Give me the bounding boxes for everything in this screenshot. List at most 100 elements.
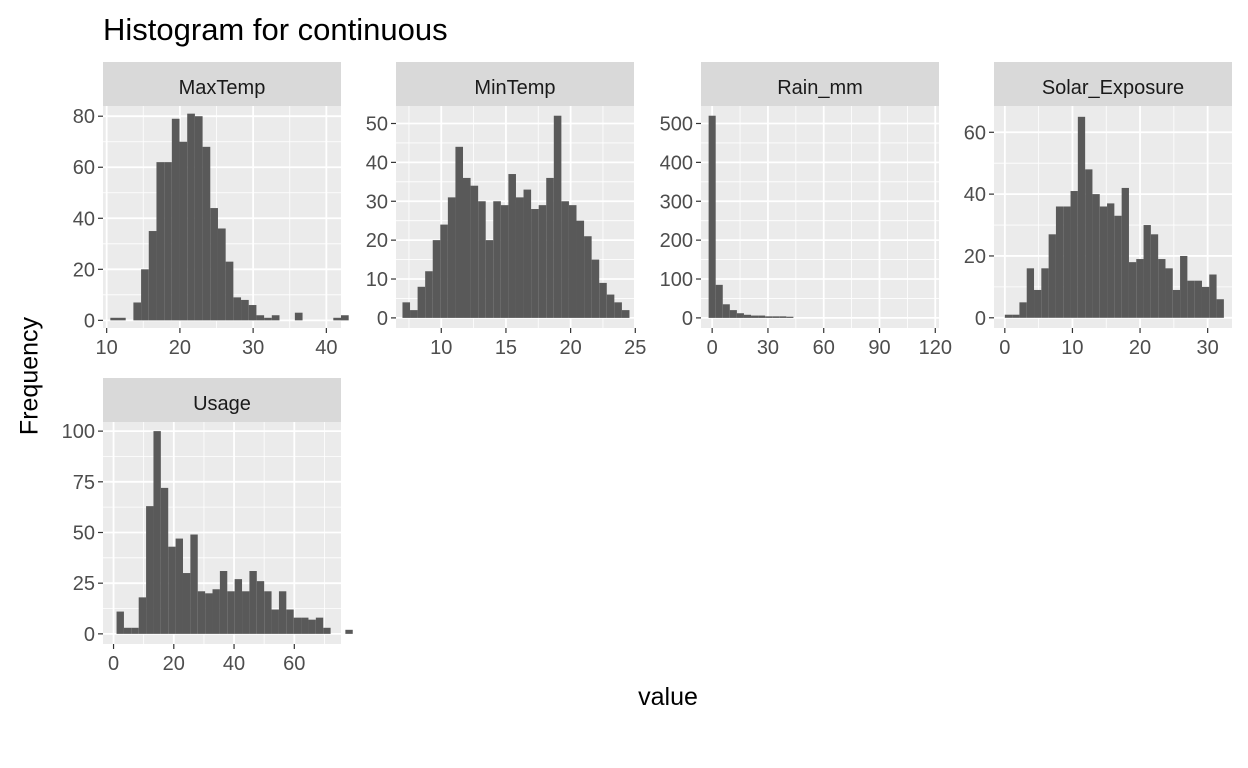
histogram-bar bbox=[1019, 302, 1027, 318]
facet-strip-label: MinTemp bbox=[474, 77, 555, 99]
histogram-bar bbox=[736, 313, 744, 318]
y-tick-label: 500 bbox=[660, 113, 693, 135]
y-tick-label: 60 bbox=[964, 122, 986, 144]
x-axis-title: value bbox=[638, 683, 698, 711]
y-tick-label: 20 bbox=[73, 259, 95, 281]
histogram-bar bbox=[599, 282, 607, 318]
histogram-bar bbox=[1114, 215, 1122, 318]
histogram-bar bbox=[478, 201, 486, 318]
histogram-bar bbox=[160, 487, 169, 634]
histogram-bar bbox=[1187, 280, 1195, 318]
histogram-bar bbox=[278, 591, 287, 634]
facet-panel-maxtemp: MaxTemp 10 20 30 40 0 20 40 60 80 bbox=[73, 62, 349, 359]
y-tick-label: 300 bbox=[660, 191, 693, 213]
histogram-bar bbox=[751, 315, 759, 318]
facet-panel-mintemp: MinTemp 10 15 20 25 0 10 20 30 40 50 bbox=[366, 62, 646, 359]
y-tick-label: 75 bbox=[73, 472, 95, 494]
x-tick-label: 0 bbox=[999, 337, 1010, 359]
facet-strip bbox=[103, 62, 341, 106]
histogram-bar bbox=[131, 627, 139, 634]
histogram-bar bbox=[425, 271, 433, 318]
histogram-bar bbox=[1063, 206, 1071, 318]
histogram-bar bbox=[225, 261, 234, 321]
histogram-bar bbox=[271, 609, 279, 634]
y-tick-label: 50 bbox=[73, 522, 95, 544]
x-tick-label: 20 bbox=[163, 653, 185, 675]
x-tick-label: 40 bbox=[315, 337, 337, 359]
histogram-bar bbox=[591, 259, 600, 318]
histogram-bar bbox=[606, 294, 615, 318]
x-tick-label: 15 bbox=[495, 337, 517, 359]
histogram-bar bbox=[315, 617, 324, 634]
histogram-bar bbox=[765, 316, 773, 318]
x-tick-label: 10 bbox=[1061, 337, 1083, 359]
histogram-bar bbox=[141, 269, 149, 321]
x-tick-label: 10 bbox=[96, 337, 118, 359]
histogram-bar bbox=[1121, 187, 1129, 318]
facet-panel-rain-mm: Rain_mm 0 30 60 90 120 0 100 200 300 400 500 bbox=[660, 62, 952, 359]
histogram-bar bbox=[1055, 206, 1064, 318]
histogram-bar bbox=[1070, 191, 1078, 318]
histogram-bar bbox=[523, 189, 532, 318]
histogram-bar bbox=[1077, 116, 1086, 318]
histogram-bar bbox=[1085, 169, 1093, 318]
y-tick-label: 0 bbox=[682, 308, 693, 330]
histogram-bar bbox=[432, 240, 441, 318]
histogram-bar bbox=[614, 302, 622, 318]
histogram-bar bbox=[333, 317, 341, 321]
histogram-bar bbox=[110, 317, 119, 321]
histogram-bar bbox=[153, 431, 161, 634]
histogram-bar bbox=[175, 538, 183, 634]
histogram-bar bbox=[210, 208, 218, 321]
histogram-bar bbox=[546, 177, 554, 318]
histogram-bar bbox=[205, 593, 213, 634]
x-tick-label: 30 bbox=[1197, 337, 1219, 359]
histogram-bar bbox=[171, 118, 180, 321]
x-tick-label: 20 bbox=[559, 337, 581, 359]
histogram-bar bbox=[531, 209, 539, 318]
histogram-bar bbox=[729, 310, 737, 318]
histogram-bar bbox=[463, 177, 471, 318]
facet-strip-label: Rain_mm bbox=[777, 77, 863, 99]
histogram-bar bbox=[440, 224, 448, 318]
y-tick-label: 200 bbox=[660, 230, 693, 252]
x-tick-label: 20 bbox=[169, 337, 191, 359]
panel-background bbox=[701, 106, 939, 328]
histogram-bar bbox=[234, 579, 243, 634]
histogram-bar bbox=[1004, 314, 1013, 318]
histogram-bar bbox=[294, 312, 303, 321]
histogram-bar bbox=[217, 228, 226, 321]
histogram-bar bbox=[264, 591, 272, 634]
y-tick-label: 20 bbox=[964, 246, 986, 268]
histogram-bar bbox=[1099, 206, 1108, 318]
y-tick-label: 40 bbox=[964, 184, 986, 206]
histogram-bar bbox=[286, 609, 294, 634]
histogram-bar bbox=[1172, 289, 1181, 318]
x-tick-label: 40 bbox=[223, 653, 245, 675]
y-tick-label: 0 bbox=[84, 624, 95, 646]
histogram-bar bbox=[722, 304, 730, 318]
histogram-bar bbox=[133, 302, 142, 321]
histogram-bar bbox=[500, 205, 509, 318]
histogram-bar bbox=[256, 315, 265, 321]
histogram-bar bbox=[256, 581, 265, 634]
histogram-bar bbox=[447, 197, 456, 318]
histogram-bar bbox=[772, 316, 780, 318]
histogram-bar bbox=[417, 286, 426, 318]
histogram-bar bbox=[1143, 225, 1151, 318]
y-tick-label: 400 bbox=[660, 152, 693, 174]
histogram-bar bbox=[708, 115, 716, 318]
histogram-bar bbox=[123, 627, 132, 634]
histogram-bar bbox=[568, 205, 577, 318]
x-tick-label: 30 bbox=[757, 337, 779, 359]
histogram-bar bbox=[493, 201, 501, 318]
histogram-bar bbox=[190, 534, 198, 634]
histogram-bar bbox=[164, 162, 172, 321]
histogram-bar bbox=[1092, 194, 1100, 318]
histogram-bar bbox=[786, 316, 794, 318]
facet-strip bbox=[103, 378, 341, 422]
x-tick-label: 60 bbox=[813, 337, 835, 359]
histogram-bar bbox=[455, 146, 464, 318]
y-tick-label: 30 bbox=[366, 191, 388, 213]
